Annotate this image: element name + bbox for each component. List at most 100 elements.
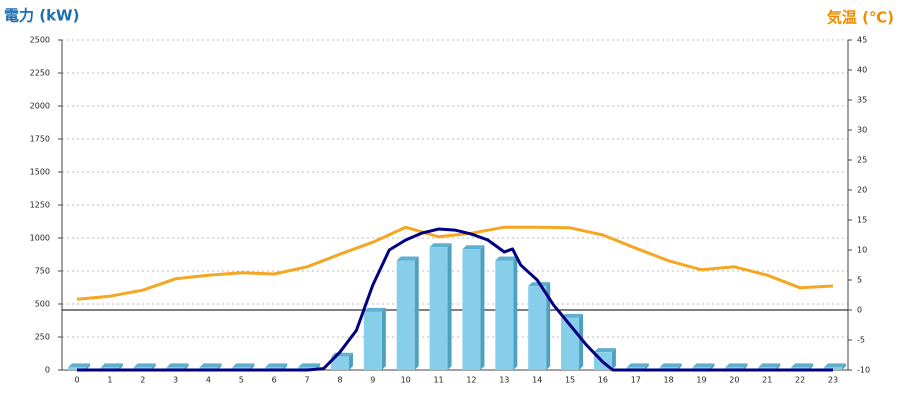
y-tick-label: 500	[35, 300, 50, 309]
line	[76, 225, 834, 301]
bar-top	[429, 243, 452, 248]
bar-side	[743, 363, 748, 370]
y2-tick-label: 40	[857, 66, 867, 75]
y-axis-title: 電力 (kW)	[4, 7, 79, 25]
x-tick-label: 6	[272, 376, 277, 385]
bar-top	[659, 363, 682, 368]
y-tick-label: 1750	[30, 135, 50, 144]
y2-tick-label: -10	[857, 366, 870, 375]
y2-tick-label: 15	[857, 216, 867, 225]
x-tick-label: 13	[499, 376, 509, 385]
bar-side	[644, 363, 649, 370]
bar-side	[414, 256, 419, 370]
bar-top	[758, 363, 781, 368]
y-tick-label: 2000	[30, 102, 50, 111]
bar-top	[265, 363, 288, 368]
x-tick-label: 7	[305, 376, 310, 385]
bar-side	[151, 363, 156, 370]
y2-tick-label: -5	[857, 336, 865, 345]
y-tick-label: 250	[35, 333, 50, 342]
x-tick-label: 9	[370, 376, 375, 385]
bar-side	[546, 282, 551, 370]
x-tick-label: 18	[664, 376, 674, 385]
x-tick-label: 20	[729, 376, 739, 385]
bar-top	[791, 363, 814, 368]
bar-side	[381, 307, 386, 370]
bar-top	[725, 363, 748, 368]
y-tick-label: 2500	[30, 36, 50, 45]
bar	[330, 356, 349, 370]
x-tick-label: 12	[466, 376, 476, 385]
bar-side	[250, 363, 255, 370]
y2-tick-label: 25	[857, 156, 867, 165]
bar-top	[133, 363, 156, 368]
x-tick-label: 5	[239, 376, 244, 385]
bar-top	[626, 363, 649, 368]
x-tick-label: 22	[795, 376, 805, 385]
x-tick-label: 23	[828, 376, 838, 385]
bar-top	[68, 363, 90, 368]
bar-side	[611, 348, 616, 370]
y-tick-label: 1250	[30, 201, 50, 210]
bar-side	[809, 363, 814, 370]
y2-tick-label: 20	[857, 186, 867, 195]
bar-top	[561, 313, 584, 318]
bar	[429, 247, 448, 370]
bar-top	[298, 363, 321, 368]
x-tick-label: 11	[433, 376, 443, 385]
x-tick-label: 19	[696, 376, 706, 385]
x-tick-label: 16	[598, 376, 608, 385]
bar	[528, 286, 547, 370]
bar	[363, 311, 382, 370]
bar-top	[166, 363, 189, 368]
y-tick-label: 1000	[30, 234, 50, 243]
bar-side	[348, 352, 353, 370]
bar-top	[462, 245, 485, 250]
bar-top	[363, 307, 386, 312]
bar-top	[692, 363, 715, 368]
y2-tick-label: 45	[857, 36, 867, 45]
y-tick-label: 1500	[30, 168, 50, 177]
bar-side	[283, 363, 288, 370]
y2-tick-label: 10	[857, 246, 867, 255]
bar-side	[677, 363, 682, 370]
x-tick-label: 2	[140, 376, 145, 385]
line	[77, 227, 833, 372]
y2-axis-title: 気温 (℃)	[827, 9, 894, 27]
bar-side	[447, 243, 452, 370]
bar-side	[776, 363, 781, 370]
bar-top	[396, 256, 419, 261]
bar-top	[100, 363, 123, 368]
x-tick-label: 21	[762, 376, 772, 385]
x-tick-label: 1	[107, 376, 112, 385]
x-tick-label: 17	[631, 376, 641, 385]
x-tick-label: 0	[74, 376, 79, 385]
bar-side	[118, 363, 123, 370]
bar-side	[579, 313, 584, 370]
bar-side	[86, 363, 90, 370]
y-tick-label: 750	[35, 267, 50, 276]
x-tick-label: 10	[401, 376, 411, 385]
bar-side	[480, 245, 485, 370]
y2-tick-label: 0	[857, 306, 862, 315]
y-tick-label: 0	[45, 366, 50, 375]
x-tick-label: 14	[532, 376, 542, 385]
bar-side	[842, 363, 846, 370]
x-tick-label: 15	[565, 376, 575, 385]
x-tick-label: 3	[173, 376, 178, 385]
bar	[462, 249, 481, 370]
bar-side	[217, 363, 222, 370]
bar-top	[824, 363, 846, 368]
bar-side	[184, 363, 189, 370]
y2-tick-label: 30	[857, 126, 867, 135]
bar	[396, 260, 415, 370]
y-tick-label: 2250	[30, 69, 50, 78]
y2-tick-label: 5	[857, 276, 862, 285]
bar-top	[593, 348, 616, 353]
y2-tick-label: 35	[857, 96, 867, 105]
bar-top	[495, 256, 518, 261]
x-tick-label: 8	[337, 376, 342, 385]
bar-side	[710, 363, 715, 370]
bar-side	[513, 256, 518, 370]
